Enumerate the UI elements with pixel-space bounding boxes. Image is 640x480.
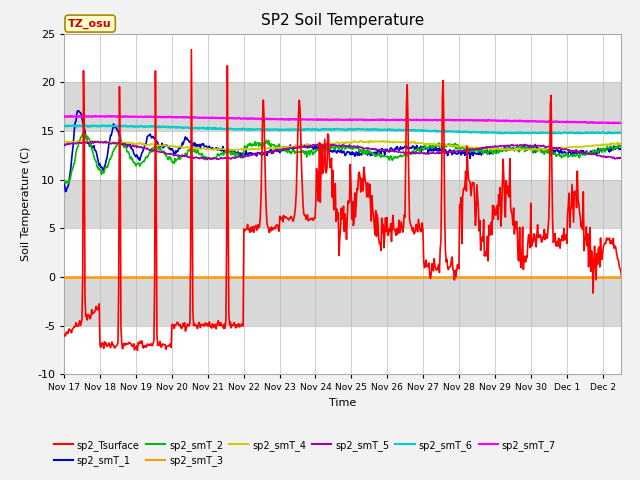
sp2_smT_7 bbox=[627, 120, 635, 126]
sp2_Tsurface bbox=[635, 240, 640, 246]
sp2_smT_1 bbox=[635, 144, 640, 150]
sp2_Tsurface bbox=[445, 267, 452, 273]
Bar bbox=[64, 228, 621, 277]
sp2_smT_5 bbox=[234, 154, 242, 160]
sp2_smT_2 bbox=[235, 153, 243, 159]
sp2_smT_4 bbox=[367, 138, 375, 144]
sp2_smT_2 bbox=[285, 146, 292, 152]
Bar bbox=[64, 326, 621, 374]
sp2_smT_6 bbox=[284, 127, 292, 132]
sp2_smT_3 bbox=[60, 274, 68, 280]
sp2_smT_3 bbox=[127, 274, 135, 280]
sp2_smT_7 bbox=[234, 115, 242, 121]
sp2_smT_2 bbox=[445, 142, 452, 147]
sp2_smT_7 bbox=[60, 114, 68, 120]
sp2_smT_3 bbox=[233, 274, 241, 280]
sp2_smT_4 bbox=[635, 140, 640, 146]
sp2_smT_2 bbox=[60, 178, 68, 183]
Line: sp2_Tsurface: sp2_Tsurface bbox=[64, 49, 639, 350]
Bar bbox=[64, 131, 621, 180]
sp2_smT_6 bbox=[412, 127, 419, 133]
sp2_smT_4 bbox=[284, 144, 291, 150]
sp2_smT_1 bbox=[61, 189, 69, 194]
sp2_smT_7 bbox=[444, 117, 451, 122]
sp2_smT_7 bbox=[129, 114, 136, 120]
Line: sp2_smT_4: sp2_smT_4 bbox=[64, 141, 639, 151]
Bar bbox=[64, 180, 621, 228]
Line: sp2_smT_1: sp2_smT_1 bbox=[64, 111, 639, 192]
sp2_smT_7 bbox=[262, 116, 270, 121]
sp2_Tsurface bbox=[285, 217, 292, 223]
sp2_smT_6 bbox=[60, 123, 68, 129]
sp2_smT_1 bbox=[235, 151, 243, 157]
sp2_smT_7 bbox=[284, 116, 292, 122]
sp2_smT_3 bbox=[635, 274, 640, 280]
sp2_smT_2 bbox=[81, 130, 88, 135]
sp2_smT_1 bbox=[445, 149, 452, 155]
Bar bbox=[64, 34, 621, 82]
sp2_Tsurface bbox=[412, 222, 420, 228]
sp2_Tsurface bbox=[134, 348, 141, 353]
sp2_smT_3 bbox=[284, 274, 291, 280]
sp2_smT_7 bbox=[107, 113, 115, 119]
Title: SP2 Soil Temperature: SP2 Soil Temperature bbox=[260, 13, 424, 28]
sp2_smT_1 bbox=[74, 108, 82, 114]
sp2_smT_2 bbox=[635, 144, 640, 150]
sp2_smT_4 bbox=[60, 140, 68, 145]
Line: sp2_smT_6: sp2_smT_6 bbox=[64, 125, 639, 133]
sp2_smT_5 bbox=[60, 141, 68, 147]
sp2_smT_1 bbox=[129, 147, 137, 153]
sp2_smT_3 bbox=[262, 274, 269, 280]
sp2_Tsurface bbox=[263, 221, 271, 227]
Y-axis label: Soil Temperature (C): Soil Temperature (C) bbox=[21, 147, 31, 261]
Bar bbox=[64, 277, 621, 326]
sp2_smT_2 bbox=[412, 148, 420, 154]
sp2_smT_6 bbox=[234, 126, 242, 132]
sp2_Tsurface bbox=[127, 342, 135, 348]
sp2_smT_1 bbox=[285, 145, 292, 151]
Line: sp2_smT_5: sp2_smT_5 bbox=[64, 141, 639, 160]
sp2_smT_2 bbox=[263, 139, 271, 145]
X-axis label: Time: Time bbox=[329, 398, 356, 408]
sp2_smT_4 bbox=[444, 142, 451, 148]
sp2_smT_5 bbox=[284, 146, 292, 152]
Legend: sp2_Tsurface, sp2_smT_1, sp2_smT_2, sp2_smT_3, sp2_smT_4, sp2_smT_5, sp2_smT_6, : sp2_Tsurface, sp2_smT_1, sp2_smT_2, sp2_… bbox=[50, 436, 560, 470]
Line: sp2_smT_2: sp2_smT_2 bbox=[64, 132, 639, 183]
sp2_smT_2 bbox=[129, 159, 137, 165]
sp2_smT_6 bbox=[129, 124, 136, 130]
sp2_smT_5 bbox=[101, 138, 109, 144]
sp2_smT_5 bbox=[262, 149, 270, 155]
sp2_Tsurface bbox=[188, 47, 195, 52]
sp2_smT_4 bbox=[262, 145, 269, 151]
sp2_Tsurface bbox=[235, 321, 243, 326]
Bar bbox=[64, 82, 621, 131]
sp2_smT_5 bbox=[627, 157, 634, 163]
sp2_smT_7 bbox=[412, 117, 419, 123]
sp2_smT_6 bbox=[68, 122, 76, 128]
sp2_smT_6 bbox=[444, 129, 451, 134]
sp2_smT_5 bbox=[412, 150, 419, 156]
sp2_smT_4 bbox=[127, 141, 135, 146]
sp2_smT_5 bbox=[444, 150, 451, 156]
Text: TZ_osu: TZ_osu bbox=[68, 18, 112, 29]
sp2_smT_6 bbox=[604, 131, 611, 136]
sp2_smT_5 bbox=[635, 156, 640, 161]
sp2_smT_7 bbox=[635, 120, 640, 126]
sp2_smT_1 bbox=[263, 153, 271, 158]
sp2_smT_1 bbox=[412, 145, 420, 151]
sp2_smT_3 bbox=[443, 274, 451, 280]
sp2_Tsurface bbox=[60, 333, 68, 339]
sp2_smT_5 bbox=[129, 144, 136, 149]
Line: sp2_smT_7: sp2_smT_7 bbox=[64, 116, 639, 123]
sp2_smT_2 bbox=[61, 180, 69, 186]
sp2_smT_4 bbox=[511, 148, 518, 154]
sp2_smT_4 bbox=[412, 141, 419, 147]
sp2_smT_3 bbox=[411, 274, 419, 280]
sp2_smT_1 bbox=[60, 181, 68, 187]
sp2_smT_6 bbox=[635, 130, 640, 136]
sp2_smT_6 bbox=[262, 126, 270, 132]
sp2_smT_4 bbox=[233, 146, 241, 152]
